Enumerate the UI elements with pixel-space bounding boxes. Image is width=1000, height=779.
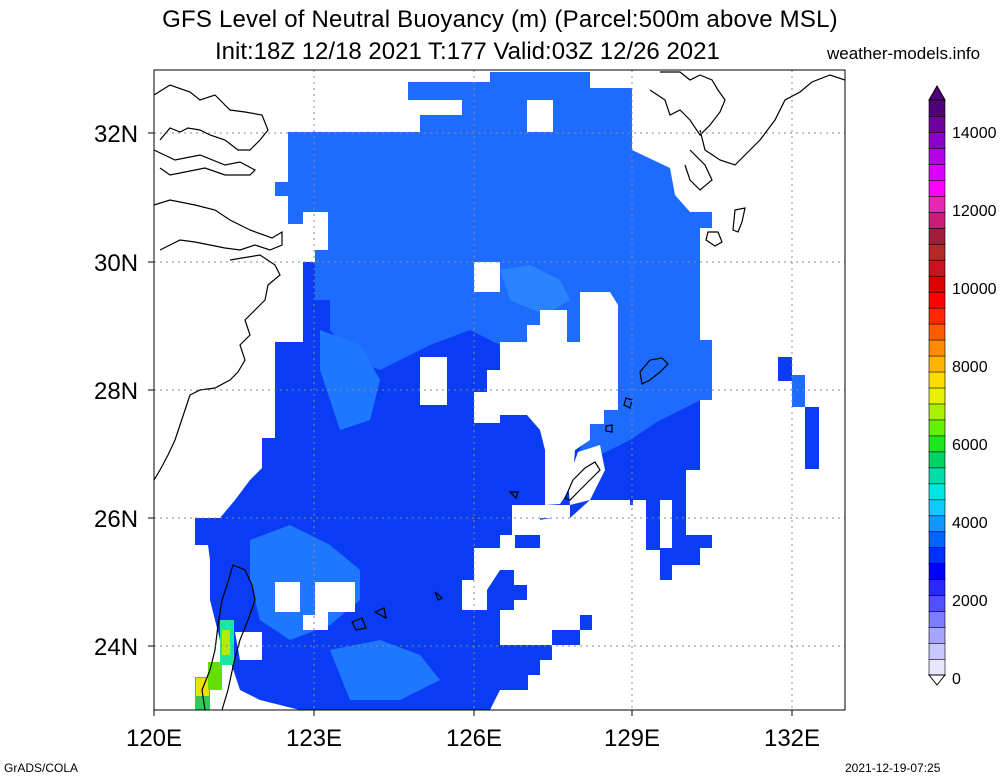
lat-label-24n: 24N bbox=[94, 634, 138, 661]
coast-islands-1 bbox=[705, 231, 723, 247]
colorbar-segment bbox=[928, 99, 946, 117]
coast-kyushu bbox=[649, 71, 845, 191]
colorbar-segment bbox=[928, 467, 946, 485]
colorbar bbox=[927, 84, 947, 686]
colorbar-segment bbox=[928, 546, 946, 564]
field-blob-east-1 bbox=[778, 357, 792, 381]
colorbar-segment bbox=[928, 610, 946, 628]
colorbar-label-2000: 2000 bbox=[952, 593, 988, 610]
lon-label-123e: 123E bbox=[286, 725, 342, 752]
coast-amami bbox=[639, 357, 669, 385]
colorbar-segment bbox=[928, 259, 946, 277]
colorbar-segment bbox=[928, 435, 946, 453]
footer-credit: GrADS/COLA bbox=[4, 761, 79, 775]
field-high-2 bbox=[196, 678, 209, 696]
field-patch-3 bbox=[330, 640, 440, 700]
colorbar-label-14000: 14000 bbox=[952, 125, 997, 142]
coastlines bbox=[154, 71, 845, 710]
colorbar-segment bbox=[928, 483, 946, 501]
colorbar-label-8000: 8000 bbox=[952, 359, 988, 376]
colorbar-segment bbox=[928, 339, 946, 357]
colorbar-segment bbox=[928, 211, 946, 229]
field-blob-east-3 bbox=[805, 407, 819, 469]
colorbar-segment bbox=[928, 562, 946, 580]
lon-label-120e: 120E bbox=[126, 725, 182, 752]
lon-label-129e: 129E bbox=[604, 725, 660, 752]
colorbar-segment bbox=[928, 642, 946, 660]
colorbar-segment bbox=[928, 403, 946, 421]
coast-china-east bbox=[154, 199, 283, 481]
colorbar-segment bbox=[928, 594, 946, 612]
colorbar-segment bbox=[928, 530, 946, 549]
colorbar-segment bbox=[928, 578, 946, 596]
colorbar-segment bbox=[928, 163, 946, 181]
lon-label-126e: 126E bbox=[446, 725, 502, 752]
lon-label-132e: 132E bbox=[764, 725, 820, 752]
lat-label-30n: 30N bbox=[94, 250, 138, 277]
colorbar-segment bbox=[928, 147, 946, 165]
field-blob-east-4 bbox=[646, 486, 673, 500]
lat-label-26n: 26N bbox=[94, 506, 138, 533]
lat-label-32n: 32N bbox=[94, 121, 138, 148]
field-blob-east-6 bbox=[580, 615, 592, 630]
coast-china-yangtze bbox=[154, 149, 256, 176]
colorbar-segment bbox=[928, 371, 946, 389]
colorbar-label-10000: 10000 bbox=[952, 281, 997, 298]
colorbar-segment bbox=[928, 179, 946, 197]
gridlines bbox=[154, 70, 845, 710]
colorbar-segment bbox=[928, 243, 946, 261]
colorbar-label-6000: 6000 bbox=[952, 437, 988, 454]
coast-okinawa bbox=[564, 461, 601, 501]
footer-timestamp: 2021-12-19-07:25 bbox=[845, 761, 941, 775]
colorbar-label-0: 0 bbox=[952, 671, 961, 688]
coast-taiwan bbox=[201, 564, 256, 710]
brand-label: weather-models.info bbox=[827, 44, 981, 63]
colorbar-segment bbox=[928, 227, 946, 245]
field-blob-east-2 bbox=[792, 375, 805, 407]
field-high-3 bbox=[208, 662, 222, 690]
coast-islands-2 bbox=[732, 207, 746, 233]
colorbar-segment bbox=[928, 355, 946, 373]
field-patch-4 bbox=[500, 265, 570, 315]
colorbar-segment bbox=[928, 323, 946, 341]
colorbar-segment bbox=[928, 499, 946, 517]
colorbar-segment bbox=[928, 419, 946, 437]
no-data-holes bbox=[235, 100, 672, 660]
coast-china-north bbox=[154, 84, 269, 151]
colorbar-segment bbox=[928, 387, 946, 405]
colorbar-segment bbox=[928, 626, 946, 644]
colorbar-segment bbox=[928, 115, 946, 133]
coast-small-islands bbox=[351, 397, 633, 631]
colorbar-label-4000: 4000 bbox=[952, 515, 988, 532]
colorbar-segment bbox=[928, 291, 946, 309]
colorbar-segment bbox=[928, 131, 946, 149]
field-blob-east-5 bbox=[552, 630, 580, 645]
lat-label-28n: 28N bbox=[94, 378, 138, 405]
colorbar-segment bbox=[928, 451, 946, 469]
colorbar-segment bbox=[928, 307, 946, 325]
colorbar-segment bbox=[928, 514, 946, 533]
field-high-5 bbox=[222, 630, 230, 655]
chart-title: GFS Level of Neutral Buoyancy (m) (Parce… bbox=[162, 6, 838, 33]
colorbar-segment bbox=[928, 195, 946, 213]
buoyancy-field bbox=[195, 72, 819, 710]
axis-ticks bbox=[148, 132, 793, 716]
colorbar-label-12000: 12000 bbox=[952, 203, 997, 220]
field-patch-1 bbox=[320, 330, 380, 430]
chart-subtitle: Init:18Z 12/18 2021 T:177 Valid:03Z 12/2… bbox=[215, 38, 720, 65]
colorbar-max-arrow bbox=[928, 84, 946, 101]
colorbar-segment bbox=[928, 275, 946, 293]
colorbar-segment bbox=[928, 658, 946, 676]
colorbar-min-arrow bbox=[927, 674, 947, 686]
